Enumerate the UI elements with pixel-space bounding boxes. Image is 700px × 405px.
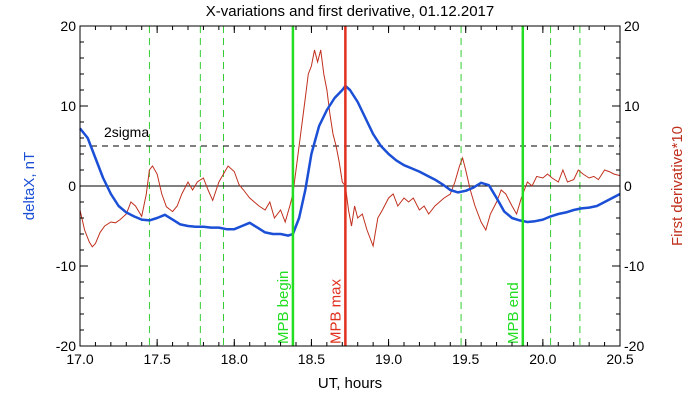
x-axis-label: UT, hours bbox=[318, 375, 382, 392]
y-left-tick-label-1: -10 bbox=[56, 258, 76, 274]
y-right-tick-label-3: 10 bbox=[624, 98, 640, 114]
x-tick-label-0: 17.0 bbox=[66, 351, 93, 367]
mpb-begin-label: MPB begin bbox=[275, 271, 292, 344]
x-tick-label-2: 18.0 bbox=[221, 351, 248, 367]
derivative-series-line bbox=[79, 49, 621, 248]
x-tick-label-4: 19.0 bbox=[375, 351, 402, 367]
y-right-tick-label-4: 20 bbox=[624, 18, 640, 34]
y-left-tick-label-4: 20 bbox=[60, 18, 76, 34]
deltax-series-line bbox=[79, 84, 621, 237]
left-axis-label: deltaX, nT bbox=[21, 152, 38, 220]
mpb-end-label: MPB end bbox=[505, 282, 522, 344]
threshold-label: 2sigma bbox=[104, 124, 149, 140]
mpb-max-label: MPB max bbox=[327, 278, 344, 344]
x-tick-label-1: 17.5 bbox=[144, 351, 171, 367]
y-left-tick-label-3: 10 bbox=[60, 98, 76, 114]
y-right-tick-label-2: 0 bbox=[624, 178, 632, 194]
chart-title: X-variations and first derivative, 01.12… bbox=[206, 3, 495, 20]
x-tick-label-5: 19.5 bbox=[452, 351, 479, 367]
y-left-tick-label-0: -20 bbox=[56, 338, 76, 354]
y-right-tick-label-1: -10 bbox=[624, 258, 644, 274]
y-right-tick-label-0: -20 bbox=[624, 338, 644, 354]
y-left-tick-label-2: 0 bbox=[68, 178, 76, 194]
x-tick-label-6: 20.0 bbox=[529, 351, 556, 367]
x-tick-label-7: 20.5 bbox=[606, 351, 633, 367]
x-tick-label-3: 18.5 bbox=[298, 351, 325, 367]
right-axis-label: First derivative*10 bbox=[669, 126, 686, 246]
